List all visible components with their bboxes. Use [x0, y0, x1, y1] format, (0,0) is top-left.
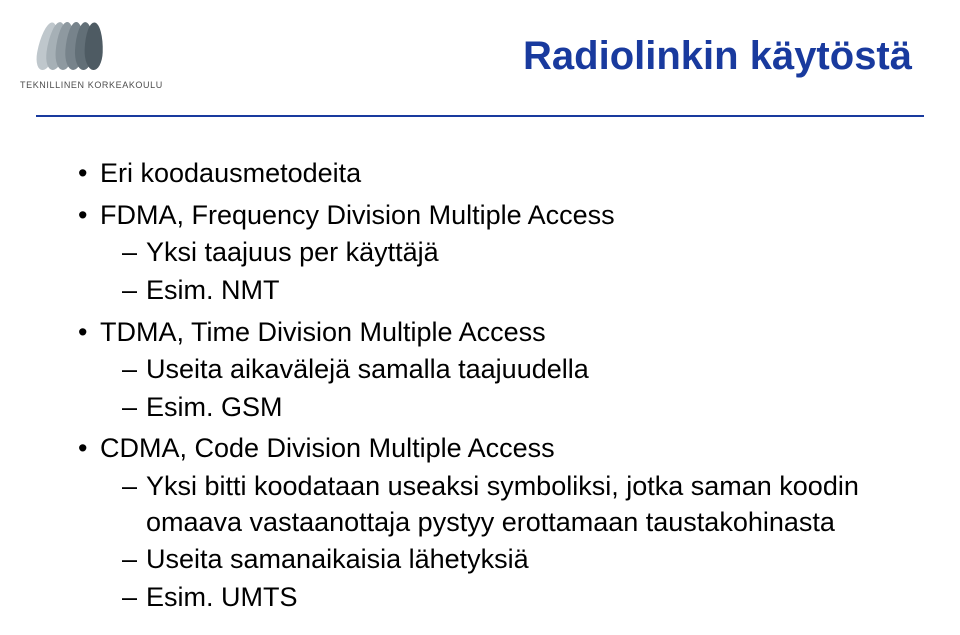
bullet-dot-icon: • — [78, 198, 100, 234]
bullet-dash-icon: – — [122, 469, 146, 505]
bullet-level2: Useita samanaikaisia lähetyksiä — [146, 542, 912, 578]
bullet-level1: Eri koodausmetodeita — [100, 156, 912, 192]
bullet-level2: Yksi taajuus per käyttäjä — [146, 235, 912, 271]
bullet-level2: Esim. GSM — [146, 390, 912, 426]
bullet-dash-icon: – — [122, 542, 146, 578]
slide-body: •Eri koodausmetodeita•FDMA, Frequency Di… — [78, 150, 912, 616]
bullet-level2: Esim. UMTS — [146, 580, 912, 616]
bullet-level2: Yksi bitti koodataan useaksi symboliksi,… — [146, 469, 912, 540]
bullet-dot-icon: • — [78, 156, 100, 192]
bullet-dash-icon: – — [122, 390, 146, 426]
bullet-dot-icon: • — [78, 431, 100, 467]
bullet-level1: TDMA, Time Division Multiple Access — [100, 315, 912, 351]
slide-title: Radiolinkin käytöstä — [523, 34, 912, 79]
bullet-dash-icon: – — [122, 235, 146, 271]
title-divider — [36, 115, 924, 117]
bullet-dash-icon: – — [122, 273, 146, 309]
logo-fan-icon — [28, 18, 106, 76]
institution-logo: TEKNILLINEN KORKEAKOULU — [20, 18, 160, 90]
bullet-level1: CDMA, Code Division Multiple Access — [100, 431, 912, 467]
institution-name: TEKNILLINEN KORKEAKOULU — [20, 80, 160, 90]
bullet-level2: Esim. NMT — [146, 273, 912, 309]
bullet-dot-icon: • — [78, 315, 100, 351]
bullet-dash-icon: – — [122, 352, 146, 388]
bullet-level2: Useita aikavälejä samalla taajuudella — [146, 352, 912, 388]
bullet-level1: FDMA, Frequency Division Multiple Access — [100, 198, 912, 234]
bullet-dash-icon: – — [122, 580, 146, 616]
